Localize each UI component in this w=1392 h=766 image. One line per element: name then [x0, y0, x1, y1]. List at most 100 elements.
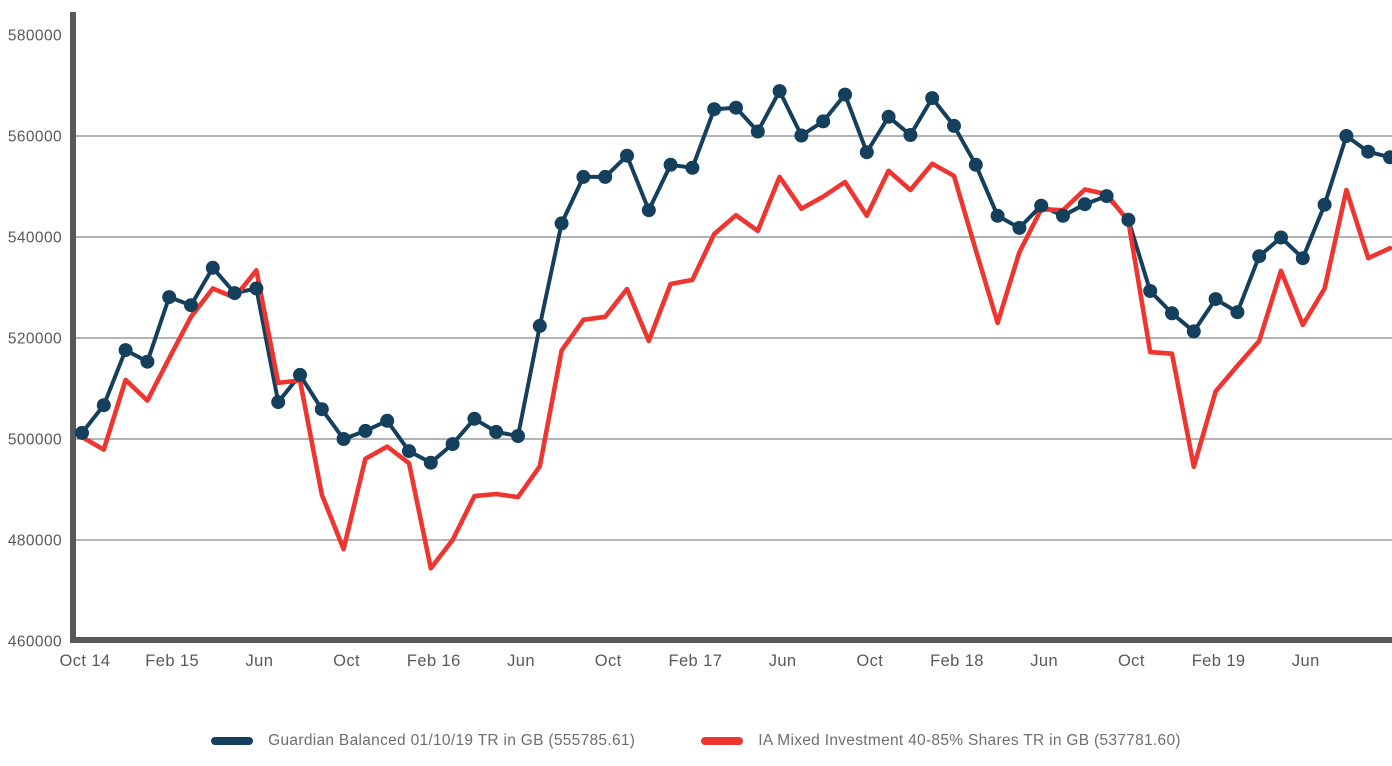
data-point-marker [816, 114, 831, 129]
chart-legend: Guardian Balanced 01/10/19 TR in GB (555… [0, 732, 1392, 750]
data-point-marker [445, 437, 460, 452]
data-point-marker [1383, 150, 1392, 165]
y-tick-label: 520000 [8, 331, 62, 348]
data-point-marker [925, 91, 940, 106]
data-point-marker [1077, 197, 1092, 212]
data-point-marker [838, 87, 852, 102]
data-point-marker [729, 100, 743, 115]
data-point-marker [859, 145, 874, 160]
data-point-marker [707, 102, 722, 117]
data-point-marker [227, 286, 242, 301]
legend-item-ia-mixed-investment[interactable]: IA Mixed Investment 40-85% Shares TR in … [701, 732, 1181, 750]
ia-series-label: IA Mixed Investment 40-85% Shares TR in … [758, 732, 1181, 749]
data-point-marker [423, 455, 438, 470]
y-tick-label: 580000 [8, 28, 62, 45]
data-point-marker [990, 208, 1005, 223]
data-point-marker [620, 148, 634, 163]
data-point-marker [772, 84, 787, 99]
data-point-marker [947, 118, 961, 133]
data-point-marker [881, 109, 896, 124]
data-point-marker [1012, 220, 1027, 235]
data-point-marker [794, 128, 809, 143]
data-point-marker [750, 124, 765, 139]
data-point-marker [1121, 212, 1136, 227]
data-point-marker [162, 290, 177, 305]
data-point-marker [380, 413, 395, 428]
data-point-marker [1099, 189, 1114, 204]
x-tick-label: Oct [856, 652, 883, 670]
data-point-marker [903, 128, 918, 142]
legend-item-guardian-balanced[interactable]: Guardian Balanced 01/10/19 TR in GB (555… [211, 732, 635, 750]
guardian-series-label: Guardian Balanced 01/10/19 TR in GB (555… [268, 732, 636, 749]
data-point-marker [402, 444, 416, 459]
y-tick-label: 480000 [8, 533, 62, 550]
x-tick-label: Jun [1292, 652, 1320, 670]
x-axis-labels: Oct 14 Feb 15 Jun Oct Feb 16 Jun Oct Feb 17 Jun O… [59, 652, 1319, 670]
y-tick-label: 500000 [8, 432, 62, 449]
data-point-marker [1165, 306, 1179, 321]
data-point-marker [1056, 208, 1070, 223]
data-point-marker [96, 398, 111, 413]
data-point-marker [598, 169, 613, 184]
x-tick-label: Feb 18 [930, 652, 984, 670]
ia-series-swatch-icon [701, 737, 744, 745]
data-point-marker [1274, 230, 1288, 245]
data-point-marker [1339, 129, 1354, 143]
data-point-marker [641, 203, 656, 218]
data-point-marker [968, 157, 983, 172]
data-point-marker [1230, 305, 1245, 320]
data-point-marker [118, 343, 133, 358]
x-tick-label: Oct 14 [59, 652, 110, 670]
x-tick-label: Jun [507, 652, 535, 670]
data-point-marker [184, 298, 198, 313]
x-tick-label: Jun [769, 652, 797, 670]
x-tick-label: Oct [595, 652, 622, 670]
guardian-series-swatch-icon [211, 737, 254, 745]
guardian-series-markers [75, 84, 1392, 470]
data-point-marker [1252, 249, 1267, 264]
data-point-marker [532, 318, 547, 333]
axes [70, 12, 1392, 643]
x-tick-label: Feb 15 [145, 652, 199, 670]
data-point-marker [75, 425, 89, 440]
x-tick-label: Oct [1118, 652, 1145, 670]
data-point-marker [1317, 197, 1332, 212]
x-tick-label: Oct [333, 652, 360, 670]
y-tick-label: 540000 [8, 230, 62, 247]
data-point-marker [314, 402, 329, 417]
data-point-marker [685, 160, 700, 175]
data-point-marker [511, 429, 525, 443]
y-tick-label: 460000 [8, 634, 62, 651]
data-point-marker [1143, 284, 1158, 298]
x-axis-line [70, 637, 1392, 643]
data-point-marker [1034, 198, 1049, 213]
data-point-marker [1295, 251, 1310, 266]
x-tick-label: Feb 17 [669, 652, 723, 670]
x-tick-label: Jun [1030, 652, 1058, 670]
x-tick-label: Feb 16 [407, 652, 461, 670]
y-axis-labels: 460000 480000 500000 520000 540000 560000 5800… [8, 28, 62, 651]
data-point-marker [140, 354, 155, 369]
data-point-marker [293, 367, 307, 382]
gridlines [76, 135, 1392, 541]
y-axis-line [70, 12, 76, 643]
data-point-marker [205, 260, 220, 275]
data-point-marker [271, 395, 286, 410]
data-point-marker [467, 411, 482, 426]
data-point-marker [1186, 324, 1201, 339]
data-point-marker [336, 432, 351, 446]
x-tick-label: Jun [245, 652, 273, 670]
data-point-marker [554, 216, 569, 231]
data-point-marker [1208, 292, 1223, 307]
data-point-marker [663, 157, 678, 172]
ia-series-line [79, 161, 1392, 571]
data-point-marker [249, 281, 264, 296]
x-tick-label: Feb 19 [1192, 652, 1246, 670]
data-point-marker [576, 169, 591, 184]
data-point-marker [489, 424, 504, 439]
data-point-marker [1361, 144, 1376, 159]
data-point-marker [358, 423, 373, 438]
y-tick-label: 560000 [8, 129, 62, 146]
